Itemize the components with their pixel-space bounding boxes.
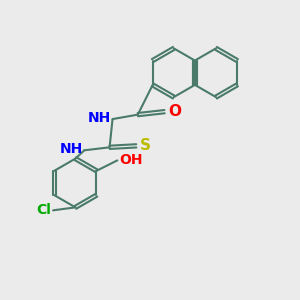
Text: Cl: Cl: [36, 203, 51, 217]
Text: O: O: [168, 104, 182, 119]
Text: NH: NH: [88, 111, 111, 124]
Text: OH: OH: [120, 153, 143, 167]
Text: NH: NH: [60, 142, 83, 156]
Text: S: S: [140, 138, 151, 153]
